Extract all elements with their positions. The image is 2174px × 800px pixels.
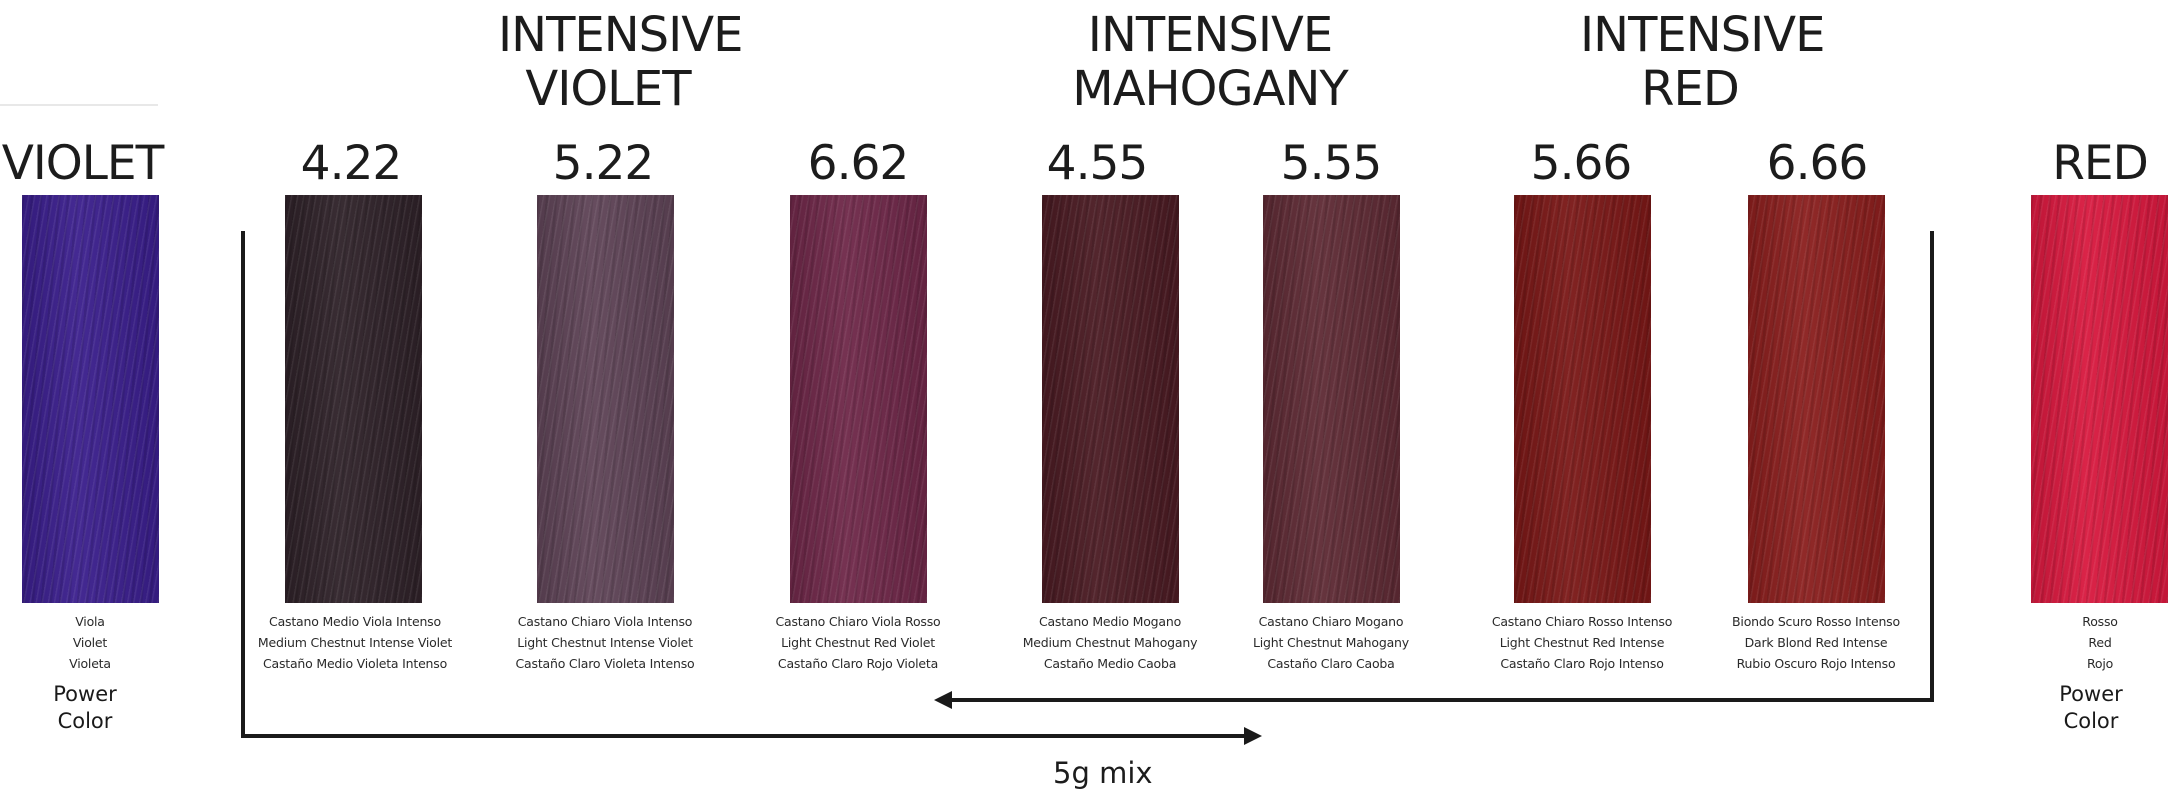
swatch-code-5-22: 5.22 — [552, 136, 655, 191]
swatch-code-6-66: 6.66 — [1766, 136, 1869, 191]
swatch-code-6-62: 6.62 — [807, 136, 910, 191]
swatch-violet — [22, 195, 159, 603]
swatch-code-4-55: 4.55 — [1046, 136, 1149, 191]
group-heading-intensive-mahogany: INTENSIVE MAHOGANY — [1072, 7, 1348, 117]
swatch-code-4-22: 4.22 — [300, 136, 403, 191]
decorative-dash — [0, 104, 158, 106]
swatch-desc-6-66: Biondo Scuro Rosso Intenso Dark Blond Red… — [1732, 614, 1900, 671]
power-color-label-red: Power Color — [2059, 682, 2123, 733]
swatch-desc-6-62: Castano Chiaro Viola Rosso Light Chestnut… — [775, 614, 941, 671]
swatch-desc-4-22: Castano Medio Viola Intenso Medium Chestn… — [257, 614, 453, 671]
swatch-desc-4-55: Castano Medio Mogano Medium Chestnut Maho… — [1022, 614, 1198, 671]
swatch-code-5-55: 5.55 — [1280, 136, 1383, 191]
swatch-code-red: RED — [2052, 136, 2149, 191]
mix-label: 5g mix — [1053, 756, 1153, 790]
swatch-desc-5-55: Castano Chiaro Mogano Light Chestnut Maho… — [1253, 614, 1409, 671]
group-heading-intensive-violet: INTENSIVE VIOLET — [498, 7, 743, 117]
swatch-5-22 — [537, 195, 674, 603]
group-heading-intensive-red: INTENSIVE RED — [1580, 7, 1825, 117]
swatch-desc-violet: Viola Violet Violeta — [69, 614, 111, 671]
swatch-red — [2031, 195, 2168, 603]
swatch-5-66 — [1514, 195, 1651, 603]
swatch-4-55 — [1042, 195, 1179, 603]
right-pointing-arrowhead — [1244, 727, 1262, 745]
swatch-desc-5-22: Castano Chiaro Viola Intenso Light Chestn… — [515, 614, 695, 671]
swatch-desc-5-66: Castano Chiaro Rosso Intenso Light Chestn… — [1491, 614, 1673, 671]
left-pointing-arrowhead — [934, 691, 952, 709]
swatch-code-5-66: 5.66 — [1530, 136, 1633, 191]
swatch-6-62 — [790, 195, 927, 603]
swatch-code-violet: VIOLET — [1, 136, 165, 191]
power-color-label-violet: Power Color — [53, 682, 117, 733]
swatch-6-66 — [1748, 195, 1885, 603]
swatch-4-22 — [285, 195, 422, 603]
swatch-desc-red: Rosso Red Rojo — [2082, 614, 2118, 671]
swatch-5-55 — [1263, 195, 1400, 603]
